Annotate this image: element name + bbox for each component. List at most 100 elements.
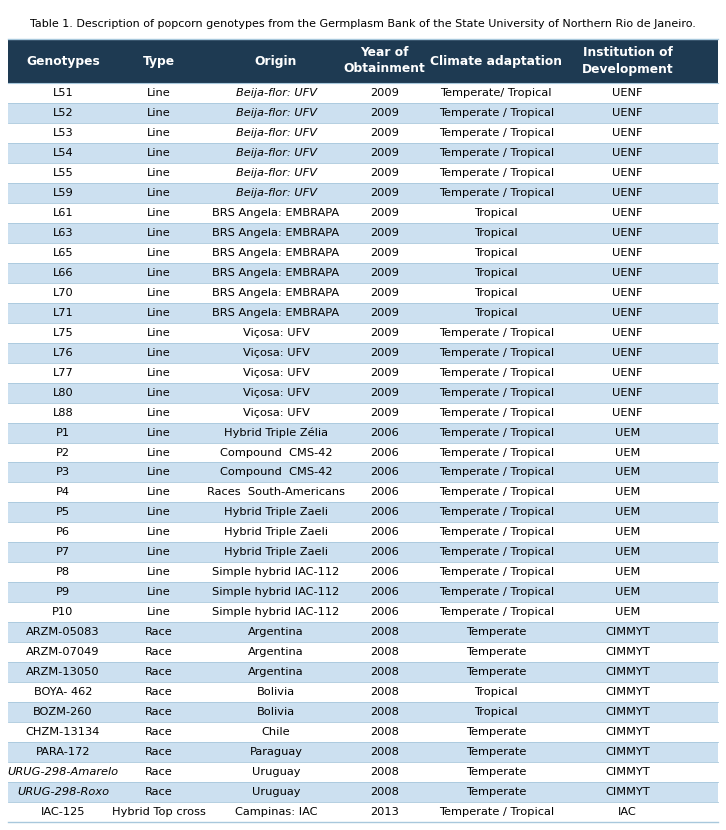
Text: 2009: 2009 [370,368,399,378]
Text: Beija-flor: UFV: Beija-flor: UFV [235,168,317,178]
Text: 2009: 2009 [370,108,399,118]
Text: Race: Race [145,667,173,677]
Text: UENF: UENF [612,128,643,138]
Text: 2008: 2008 [370,667,399,677]
Text: UENF: UENF [612,388,643,398]
Text: Viçosa: UFV: Viçosa: UFV [242,368,309,378]
Text: UEM: UEM [615,568,640,578]
Text: ARZM-07049: ARZM-07049 [26,647,99,657]
Text: 2008: 2008 [370,787,399,797]
Text: Line: Line [147,348,171,358]
Bar [8,522,718,542]
Text: 2009: 2009 [370,168,399,178]
Bar [8,462,718,482]
Bar [8,83,718,103]
Text: IAC: IAC [618,807,637,817]
Text: Race: Race [145,767,173,777]
Text: Races  South-Americans: Races South-Americans [207,487,345,497]
Bar [8,203,718,222]
Text: 2013: 2013 [370,807,399,817]
Text: 2009: 2009 [370,268,399,278]
Bar [8,403,718,422]
Text: Line: Line [147,568,171,578]
Text: Viçosa: UFV: Viçosa: UFV [242,328,309,338]
Text: Line: Line [147,188,171,198]
Text: Temperate / Tropical: Temperate / Tropical [439,128,554,138]
Text: Race: Race [145,787,173,797]
Text: 2008: 2008 [370,727,399,737]
Text: L80: L80 [53,388,73,398]
Text: CIMMYT: CIMMYT [605,667,650,677]
Text: BRS Angela: EMBRAPA: BRS Angela: EMBRAPA [213,288,340,298]
Bar [8,502,718,522]
Text: CIMMYT: CIMMYT [605,647,650,657]
Text: 2009: 2009 [370,288,399,298]
Bar [8,583,718,603]
Text: Race: Race [145,627,173,637]
Text: L51: L51 [53,88,73,98]
Text: Year of
Obtainment: Year of Obtainment [343,46,425,76]
Text: P3: P3 [56,467,70,477]
Text: L59: L59 [53,188,73,198]
Text: Line: Line [147,328,171,338]
Text: Beija-flor: UFV: Beija-flor: UFV [235,128,317,138]
Text: 2006: 2006 [370,608,399,618]
Bar [8,103,718,123]
Bar [8,762,718,782]
Text: 2006: 2006 [370,527,399,537]
Text: 2009: 2009 [370,148,399,158]
Text: 2009: 2009 [370,328,399,338]
Text: Race: Race [145,707,173,717]
Bar [8,482,718,502]
Text: Tropical: Tropical [474,707,518,717]
Bar [8,422,718,442]
Text: URUG-298-Roxo: URUG-298-Roxo [17,787,109,797]
Text: UENF: UENF [612,408,643,417]
Text: L71: L71 [53,308,73,318]
Text: Race: Race [145,687,173,697]
Text: P2: P2 [56,447,70,457]
Text: 2009: 2009 [370,408,399,417]
Text: Institution of
Development: Institution of Development [582,46,673,76]
Text: Temperate / Tropical: Temperate / Tropical [439,328,554,338]
Text: Temperate / Tropical: Temperate / Tropical [439,408,554,417]
Text: 2006: 2006 [370,588,399,598]
Text: Tropical: Tropical [474,308,518,318]
Text: Temperate: Temperate [466,647,526,657]
Bar [8,323,718,343]
Text: Line: Line [147,447,171,457]
Text: Temperate / Tropical: Temperate / Tropical [439,108,554,118]
Text: Temperate / Tropical: Temperate / Tropical [439,168,554,178]
Text: UEM: UEM [615,447,640,457]
Bar [8,662,718,682]
Text: Line: Line [147,467,171,477]
Text: Simple hybrid IAC-112: Simple hybrid IAC-112 [213,568,340,578]
Text: UENF: UENF [612,227,643,238]
Text: Line: Line [147,248,171,258]
Text: UEM: UEM [615,608,640,618]
Bar [8,39,718,83]
Text: Line: Line [147,108,171,118]
Text: UENF: UENF [612,308,643,318]
Bar [8,603,718,622]
Text: Line: Line [147,527,171,537]
Text: Beija-flor: UFV: Beija-flor: UFV [235,108,317,118]
Text: P6: P6 [56,527,70,537]
Text: 2009: 2009 [370,248,399,258]
Text: Chile: Chile [261,727,290,737]
Text: Hybrid Triple Zélia: Hybrid Triple Zélia [224,427,328,437]
Text: Temperate: Temperate [466,667,526,677]
Text: Climate adaptation: Climate adaptation [430,55,562,67]
Text: Temperate / Tropical: Temperate / Tropical [439,427,554,437]
Text: Viçosa: UFV: Viçosa: UFV [242,348,309,358]
Text: ARZM-13050: ARZM-13050 [26,667,100,677]
Text: Viçosa: UFV: Viçosa: UFV [242,388,309,398]
Text: 2009: 2009 [370,388,399,398]
Text: Temperate: Temperate [466,767,526,777]
Text: Tropical: Tropical [474,208,518,217]
Bar [8,363,718,383]
Text: BRS Angela: EMBRAPA: BRS Angela: EMBRAPA [213,308,340,318]
Bar [8,143,718,163]
Text: L53: L53 [53,128,73,138]
Text: L52: L52 [53,108,73,118]
